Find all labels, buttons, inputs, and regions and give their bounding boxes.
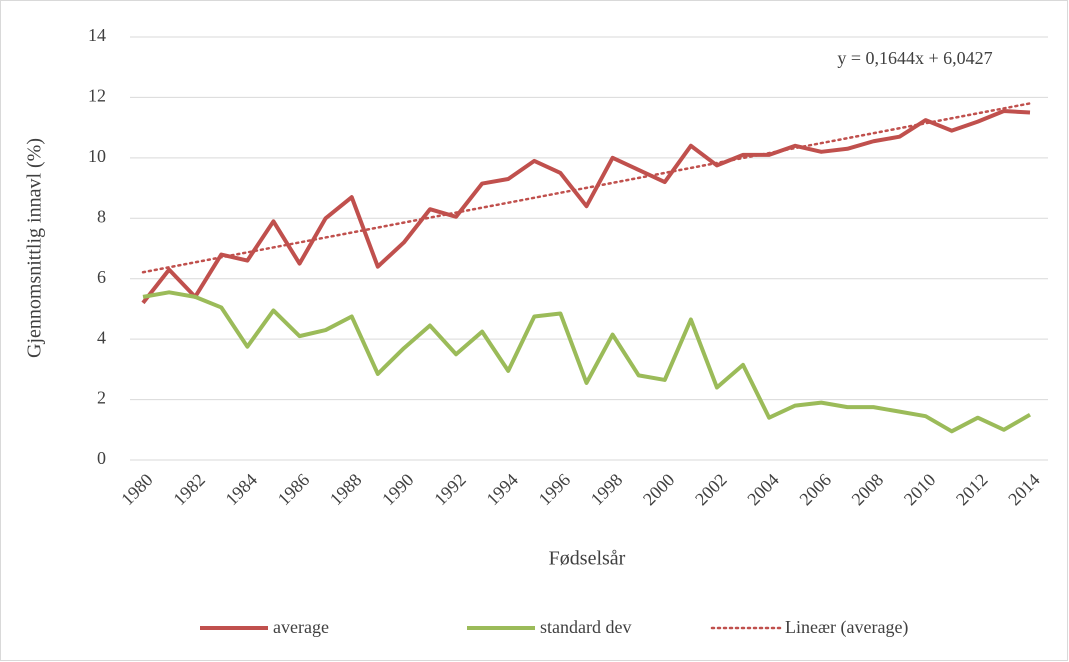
y-tick-label: 6 <box>97 267 106 287</box>
y-tick-label: 0 <box>97 448 106 468</box>
legend-label: standard dev <box>540 617 631 637</box>
legend-label: average <box>273 617 329 637</box>
y-tick-label: 4 <box>97 327 106 347</box>
line-series <box>142 290 1032 434</box>
trendline <box>141 102 1032 274</box>
y-tick-label: 10 <box>88 146 106 166</box>
y-tick-label: 12 <box>88 86 106 106</box>
line-series <box>141 109 1031 305</box>
x-axis-label: Fødselsår <box>549 548 626 570</box>
trend-equation: y = 0,1644x + 6,0427 <box>837 48 992 68</box>
y-tick-label: 14 <box>88 25 106 45</box>
y-axis-label: Gjennomsnittlig innavl (%) <box>24 138 46 358</box>
y-tick-label: 8 <box>97 206 106 226</box>
legend-label: Lineær (average) <box>785 617 908 638</box>
y-tick-label: 2 <box>97 388 106 408</box>
